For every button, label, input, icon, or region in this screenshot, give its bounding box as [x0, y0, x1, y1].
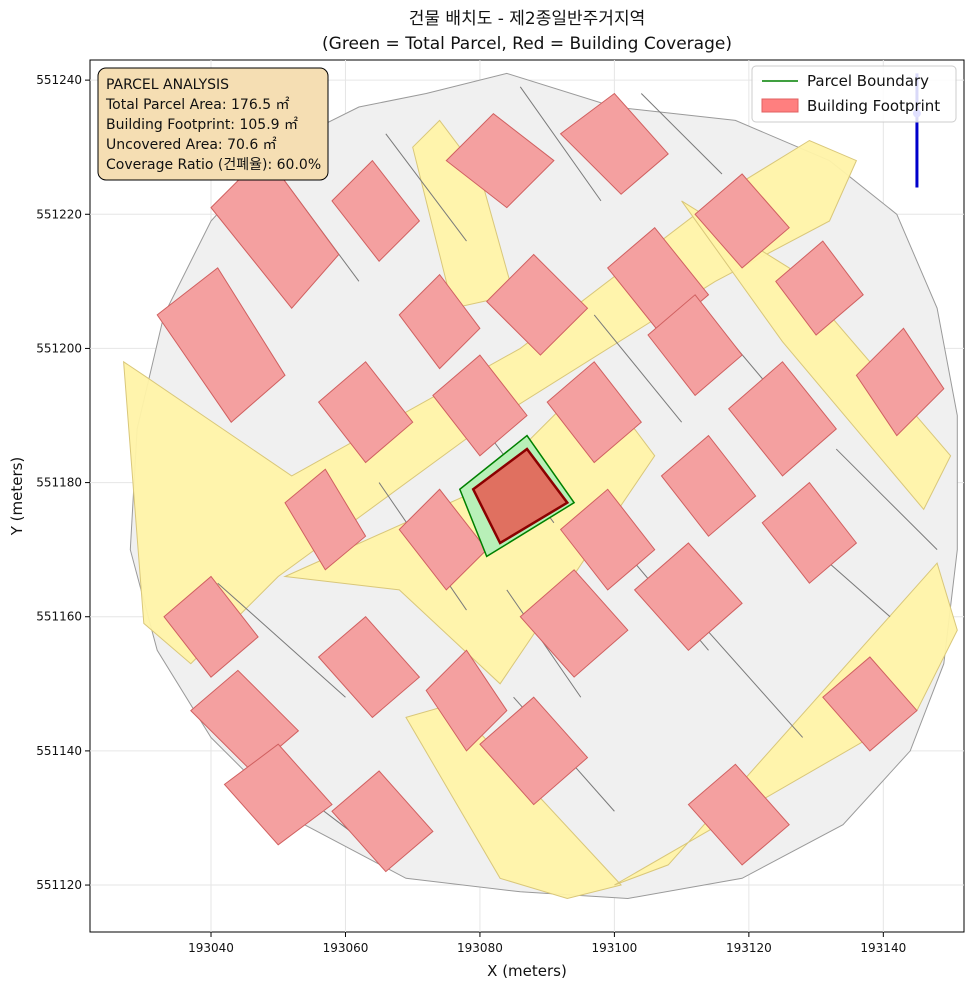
x-tick-label-3: 193100 [591, 941, 637, 955]
info-line-2: Total Parcel Area: 176.5 ㎡ [105, 97, 290, 113]
info-line-4: Uncovered Area: 70.6 ㎡ [106, 137, 277, 153]
context-building-11 [432, 354, 528, 457]
road-4 [681, 200, 952, 511]
context-building-28 [331, 770, 434, 873]
context-building-18 [559, 488, 656, 591]
x-axis-label: X (meters) [487, 962, 567, 980]
y-tick-label-3: 551180 [36, 476, 82, 490]
context-building-25 [519, 569, 629, 678]
context-building-4 [398, 273, 481, 370]
context-building-9 [156, 267, 286, 423]
y-tick-label-6: 551240 [36, 73, 82, 87]
map-layer [123, 72, 958, 900]
parcel-line-14 [694, 616, 804, 738]
y-tick-label-5: 551220 [36, 207, 82, 221]
context-building-22 [190, 669, 300, 772]
context-building-3 [559, 92, 669, 195]
parcel-analysis-box: PARCEL ANALYSIS Total Parcel Area: 176.5… [97, 67, 329, 181]
context-building-1 [331, 159, 421, 262]
parcel-line-1 [385, 133, 467, 242]
legend-building-patch [761, 98, 799, 113]
x-tick-label-4: 193120 [726, 941, 772, 955]
parcel-line-7 [835, 448, 938, 551]
legend-parcel-label: Parcel Boundary [807, 72, 929, 90]
context-building-29 [479, 696, 589, 806]
context-building-31 [822, 656, 918, 752]
context-building-21 [163, 575, 259, 678]
parcel-line-5 [593, 314, 683, 423]
context-building-27 [223, 743, 333, 846]
context-building-20 [761, 481, 858, 584]
chart-title-line-2: (Green = Total Parcel, Red = Building Co… [322, 34, 732, 54]
legend-building-label: Building Footprint [807, 97, 940, 115]
legend: Parcel Boundary Building Footprint [751, 65, 957, 123]
context-building-5 [485, 253, 589, 356]
y-tick-label-1: 551140 [36, 744, 82, 758]
context-building-7 [694, 173, 790, 269]
road-5 [412, 119, 515, 309]
context-building-30 [687, 763, 790, 866]
info-line-1: PARCEL ANALYSIS [106, 77, 229, 93]
info-line-3: Building Footprint: 105.9 ㎡ [106, 117, 298, 133]
parcel-line-11 [217, 582, 346, 698]
context-building-19 [660, 434, 757, 537]
y-tick-label-0: 551120 [36, 878, 82, 892]
x-tick-label-1: 193060 [323, 941, 369, 955]
y-tick-label-4: 551200 [36, 341, 82, 355]
chart-title-line-1: 건물 배치도 - 제2종일반주거지역 [409, 9, 645, 29]
axis-ticks: 193040 193060 193080 193100 193120 193140 5511… [36, 73, 906, 955]
context-building-26 [633, 542, 743, 652]
context-building-24 [425, 649, 508, 752]
parcel-line-2 [519, 86, 602, 202]
target-building-footprint [471, 447, 570, 545]
context-building-14 [728, 361, 837, 477]
parcel-line-3 [640, 93, 723, 175]
context-building-10 [317, 361, 414, 464]
x-tick-label-0: 193040 [188, 941, 234, 955]
y-axis-label: Y (meters) [8, 457, 26, 537]
context-building-16 [284, 468, 367, 571]
context-building-13 [647, 294, 743, 397]
context-building-2 [445, 113, 555, 209]
x-tick-label-2: 193080 [457, 941, 503, 955]
context-building-8 [775, 240, 864, 336]
y-tick-label-2: 551160 [36, 610, 82, 624]
info-line-5: Coverage Ratio (건폐율): 60.0% [106, 157, 321, 173]
context-building-23 [317, 616, 421, 719]
context-building-15 [855, 327, 945, 437]
context-building-12 [546, 361, 642, 464]
x-tick-label-5: 193140 [860, 941, 906, 955]
